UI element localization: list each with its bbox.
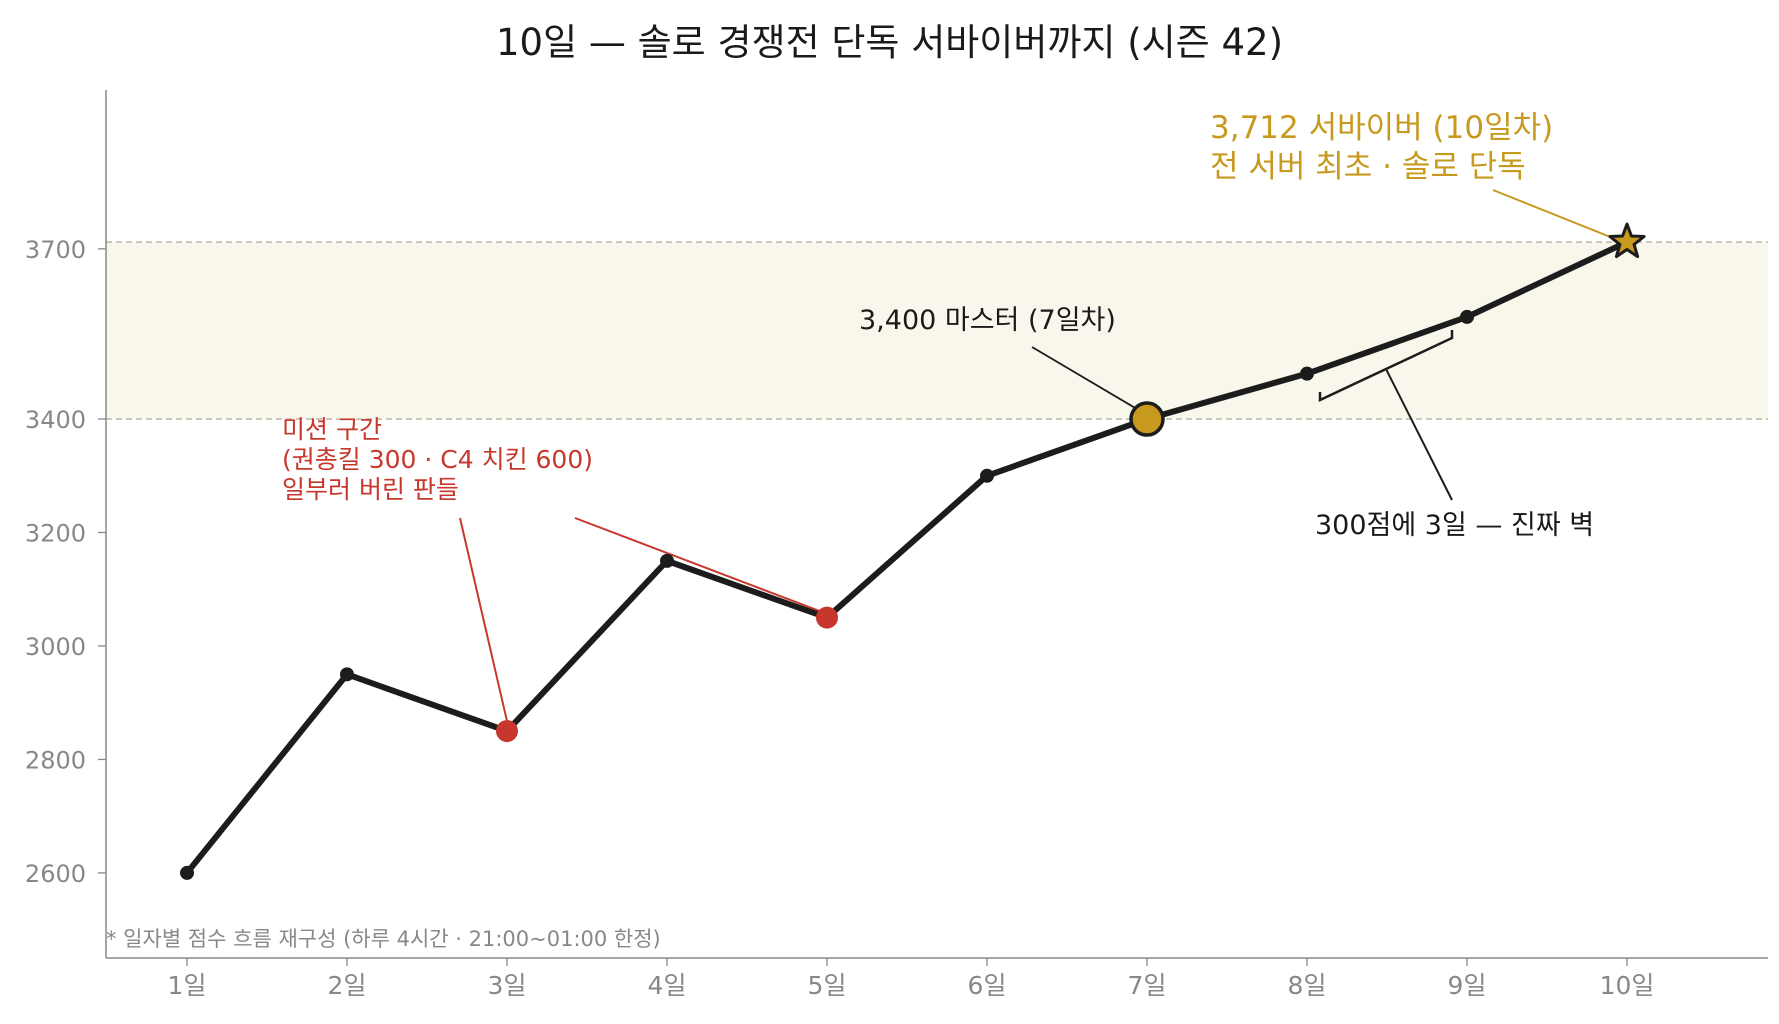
- highlight-band: [106, 242, 1768, 420]
- x-tick-label: 6일: [968, 971, 1007, 1000]
- series-layer: [180, 222, 1646, 880]
- axis-layer: 2600 2800 3000 3200 3400 3700 1일 2일 3일 4일 5일 6일 7일 8일…: [25, 90, 1768, 1000]
- y-tick-label: 2800: [25, 746, 86, 774]
- x-tick-label: 10일: [1600, 971, 1655, 1000]
- x-tick-label: 3일: [488, 971, 527, 1000]
- data-point: [1460, 309, 1474, 324]
- mission-connector: [459, 517, 508, 722]
- x-tick-label: 5일: [808, 971, 847, 1000]
- data-point: [180, 865, 194, 880]
- survivor-star: [1608, 222, 1646, 259]
- x-tick-label: 9일: [1448, 971, 1487, 1000]
- data-point: [340, 667, 354, 682]
- x-tick-label: 1일: [168, 971, 207, 1000]
- y-tick-label: 3400: [25, 406, 86, 434]
- data-point: [1300, 366, 1314, 381]
- mission-annotation: 일부러 버린 판들: [282, 475, 459, 504]
- y-tick-label: 3000: [25, 633, 86, 661]
- footnote: * 일자별 점수 흐름 재구성 (하루 4시간 · 21:00~01:00 한정…: [106, 927, 661, 951]
- master-connector: [1031, 346, 1138, 410]
- x-tick-label: 4일: [648, 971, 687, 1000]
- master-annotation: 3,400 마스터 (7일차): [859, 305, 1116, 336]
- survivor-connector: [1492, 189, 1614, 239]
- y-tick-label: 3200: [25, 520, 86, 548]
- master-point: [1129, 401, 1165, 437]
- mission-point: [496, 720, 518, 743]
- wall-connector: [1385, 368, 1453, 501]
- data-point: [660, 553, 674, 568]
- highlight-band-layer: [106, 241, 1768, 420]
- survivor-annotation: 전 서버 최초 · 솔로 단독: [1210, 149, 1526, 185]
- data-point: [980, 468, 994, 483]
- y-tick-label: 3700: [25, 236, 86, 264]
- chart-title: 10일 — 솔로 경쟁전 단독 서바이버까지 (시즌 42): [496, 21, 1283, 64]
- wall-annotation: 300점에 3일 — 진짜 벽: [1315, 510, 1594, 541]
- y-tick-label: 2600: [25, 860, 86, 888]
- annotation-layer: [459, 189, 1614, 722]
- series-line: [184, 239, 1630, 876]
- mission-connector: [574, 517, 822, 613]
- x-tick-label: 7일: [1128, 971, 1167, 1000]
- survivor-annotation: 3,712 서바이버 (10일차): [1210, 110, 1553, 146]
- x-tick-label: 2일: [328, 971, 367, 1000]
- mission-annotation: (권총킬 300 · C4 치킨 600): [282, 445, 593, 474]
- label-layer: 미션 구간(권총킬 300 · C4 치킨 600)일부러 버린 판들 3,400…: [106, 110, 1594, 951]
- mission-point: [816, 606, 838, 629]
- mission-annotation: 미션 구간: [282, 415, 382, 444]
- x-tick-label: 8일: [1288, 971, 1327, 1000]
